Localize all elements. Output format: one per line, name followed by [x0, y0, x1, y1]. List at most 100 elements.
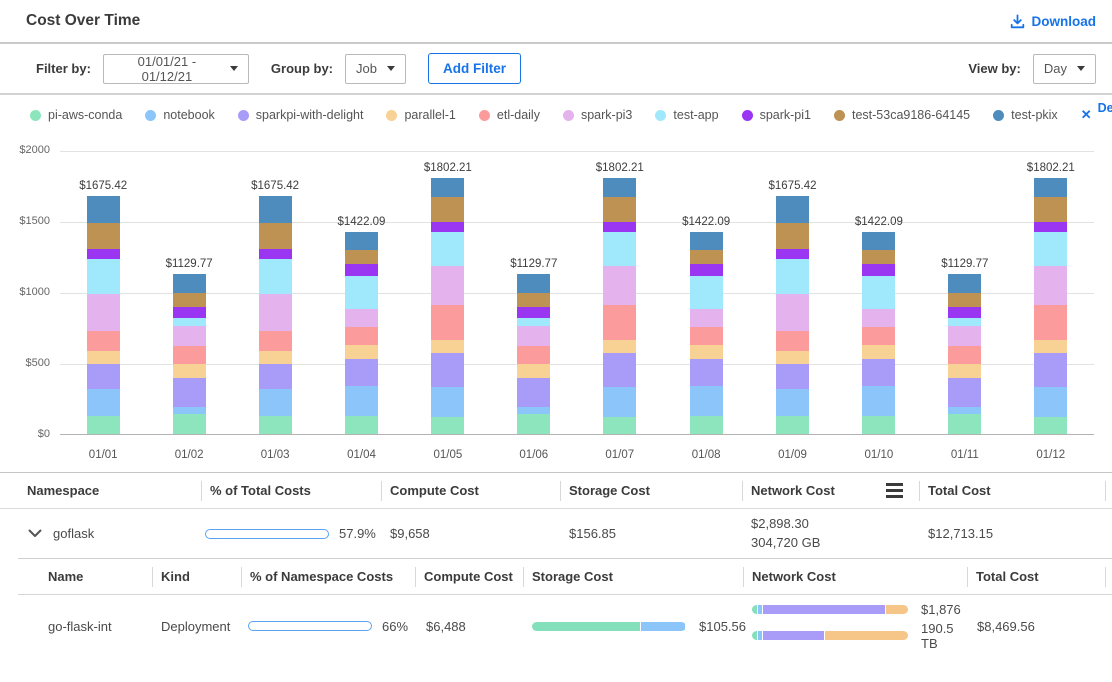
namespace-table: Namespace % of Total Costs Compute Cost …: [0, 472, 1112, 657]
bar-segment-etl-daily: [172, 346, 206, 365]
deselect-all-button[interactable]: ✕ Deselect All: [1081, 101, 1112, 129]
view-by-label: View by:: [968, 61, 1021, 76]
bar-segment-pi-aws-conda: [948, 414, 982, 434]
col-compute-cost: Compute Cost: [381, 473, 560, 508]
bar-segment-spark-pi1: [862, 264, 896, 276]
bar-segment-parallel-1: [172, 364, 206, 379]
bar-segment-spark-pi3: [603, 266, 637, 305]
bar-segment-test-pkix: [776, 196, 809, 223]
bar-segment-parallel-1: [603, 340, 637, 354]
legend-item-etl-daily[interactable]: etl-daily: [478, 108, 540, 122]
x-axis-label: 01/10: [864, 449, 894, 461]
view-by-select[interactable]: Day: [1032, 53, 1096, 84]
col-pct-namespace-costs: % of Namespace Costs: [241, 559, 415, 594]
add-filter-button[interactable]: Add Filter: [427, 53, 521, 84]
workload-table: Name Kind % of Namespace Costs Compute C…: [18, 558, 1112, 657]
bar-segment-pi-aws-conda: [344, 415, 378, 434]
bar-stack-01/12[interactable]: [1034, 178, 1068, 434]
legend-dot-icon: [655, 109, 667, 121]
network-cost-breakdown-bar: [752, 604, 908, 614]
date-range-select[interactable]: 01/01/21 - 01/12/21: [102, 53, 249, 84]
group-by-select[interactable]: Job: [345, 53, 406, 84]
legend-item-pi-aws-conda[interactable]: pi-aws-conda: [30, 108, 122, 122]
download-icon: [1010, 14, 1025, 29]
x-axis-label: 01/11: [950, 449, 979, 461]
app-header: Cost Over Time Download: [0, 0, 1112, 44]
bar-segment-test-app: [431, 232, 465, 267]
col-storage-cost: Storage Cost: [523, 559, 743, 594]
bar-segment-pi-aws-conda: [431, 417, 465, 434]
bar-stack-01/08[interactable]: [689, 232, 723, 434]
bar-stack-01/09[interactable]: [776, 196, 809, 434]
bar-segment-test-pkix: [258, 196, 292, 223]
bar-segment-etl-daily: [1034, 304, 1068, 341]
bar-stack-01/04[interactable]: [344, 232, 378, 434]
bar-01/10: $1422.09 01/10: [855, 151, 903, 461]
bar-segment-spark-pi1: [344, 264, 378, 276]
bar-segment-pi-aws-conda: [258, 415, 292, 434]
legend-dot-icon: [741, 109, 753, 121]
legend-item-spark-pi1[interactable]: spark-pi1: [741, 108, 811, 122]
bar-segment-spark-pi1: [603, 222, 637, 233]
bar-segment-test-pkix: [86, 196, 120, 223]
legend-item-test-pkix[interactable]: test-pkix: [993, 108, 1058, 122]
bar-stack-01/02[interactable]: [172, 273, 206, 434]
bar-stack-01/07[interactable]: [603, 178, 637, 434]
bar-segment-notebook: [948, 407, 982, 415]
bar-stack-01/06[interactable]: [517, 273, 551, 434]
bar-segment-spark-pi1: [172, 306, 206, 318]
bar-segment-pi-aws-conda: [172, 414, 206, 434]
legend-item-notebook[interactable]: notebook: [145, 108, 215, 122]
column-menu-icon[interactable]: [884, 481, 905, 500]
bar-segment-test-pkix: [603, 178, 637, 197]
bar-stack-01/05[interactable]: [431, 178, 465, 434]
bar-segment-test-pkix: [948, 273, 982, 293]
bar-stack-01/01[interactable]: [86, 196, 120, 434]
bar-segment-etl-daily: [258, 330, 292, 351]
bar-01/03: $1675.42 01/03: [251, 151, 299, 461]
legend-dot-icon: [237, 109, 249, 121]
bar-segment-sparkpi-with-delight: [603, 353, 637, 388]
legend-item-spark-pi3[interactable]: spark-pi3: [562, 108, 633, 122]
mini-bar-segment: [752, 604, 757, 614]
collapse-chevron-icon[interactable]: [28, 529, 42, 538]
legend-item-test-app[interactable]: test-app: [655, 108, 719, 122]
bar-segment-spark-pi1: [431, 222, 465, 233]
view-by-group: View by: Day: [968, 53, 1096, 84]
bar-stack-01/10[interactable]: [862, 232, 896, 434]
bar-segment-sparkpi-with-delight: [344, 359, 378, 387]
bar-segment-spark-pi3: [1034, 266, 1068, 305]
bar-total-label: $1802.21: [595, 162, 644, 175]
filter-by-label: Filter by:: [36, 61, 91, 76]
cost-chart: $2000 $1500 $1000 $500 $0 $1675.42 01/01 $1129…: [0, 135, 1112, 472]
legend-item-test-53ca9186-64145[interactable]: test-53ca9186-64145: [833, 108, 970, 122]
bar-stack-01/03[interactable]: [258, 196, 292, 434]
chart-legend: pi-aws-conda notebook sparkpi-with-delight…: [0, 95, 1112, 135]
bar-total-label: $1422.09: [682, 216, 731, 229]
col-network-cost: Network Cost: [743, 559, 967, 594]
pct-label: 66%: [382, 618, 409, 634]
network-cost-cell: $1,876 190.5 TB: [743, 598, 967, 655]
pct-progress-bar: [248, 621, 372, 631]
mini-bar-segment: [640, 621, 686, 631]
download-button[interactable]: Download: [1010, 14, 1096, 29]
bar-segment-spark-pi1: [689, 264, 723, 276]
legend-item-parallel-1[interactable]: parallel-1: [386, 108, 456, 122]
deselect-all-label: Deselect All: [1097, 101, 1112, 115]
legend-label: spark-pi3: [580, 108, 633, 122]
legend-label: spark-pi1: [759, 108, 811, 122]
col-name: Name: [48, 569, 84, 584]
bar-segment-sparkpi-with-delight: [689, 359, 723, 387]
bar-segment-test-53ca9186-64145: [172, 292, 206, 307]
bar-segment-spark-pi1: [948, 306, 982, 318]
bar-stack-01/11[interactable]: [948, 273, 982, 434]
bar-segment-parallel-1: [517, 364, 551, 379]
gridline: [60, 364, 1094, 365]
legend-item-sparkpi-with-delight[interactable]: sparkpi-with-delight: [237, 108, 363, 122]
bar-segment-etl-daily: [862, 327, 896, 346]
legend-label: parallel-1: [404, 108, 456, 122]
bar-segment-etl-daily: [603, 304, 637, 341]
bar-segment-spark-pi3: [344, 308, 378, 328]
bar-segment-test-53ca9186-64145: [862, 250, 896, 265]
network-cost-cell: $2,898.30 304,720 GB: [742, 515, 919, 553]
